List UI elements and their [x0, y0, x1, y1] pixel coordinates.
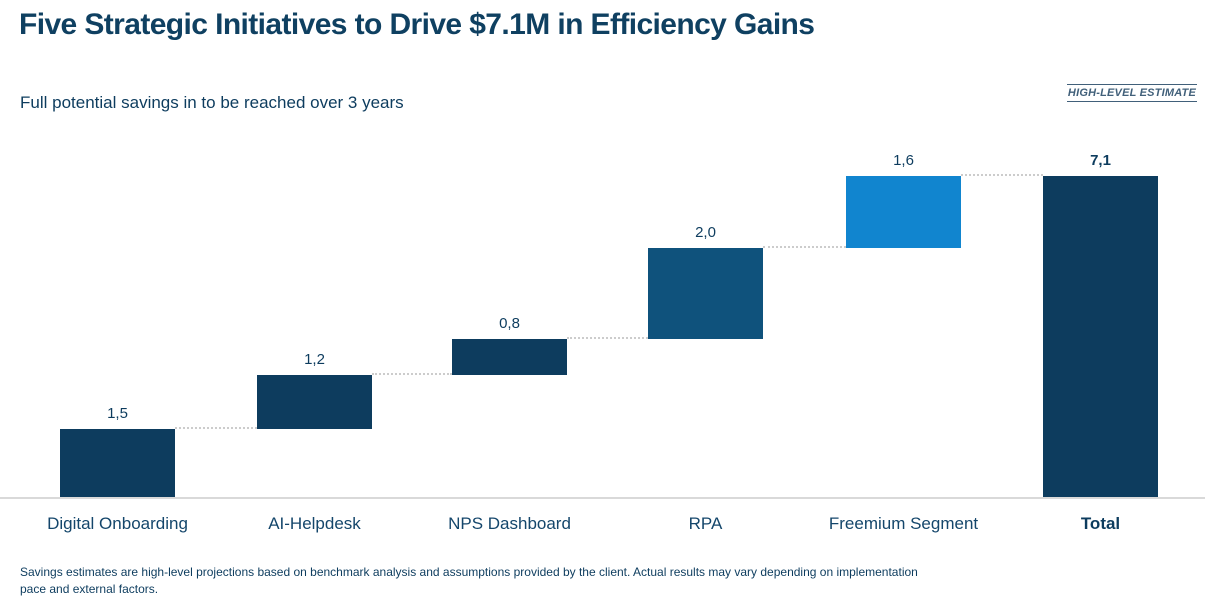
bar-value-ai-helpdesk: 1,2 — [304, 350, 325, 368]
bar-value-digital-onboarding: 1,5 — [107, 405, 128, 423]
bar-value-freemium-segment: 1,6 — [893, 152, 914, 170]
connector-digital-onboarding-to-ai-helpdesk — [175, 427, 257, 430]
bar-digital-onboarding — [60, 429, 175, 497]
category-label-nps-dashboard: NPS Dashboard — [448, 514, 571, 533]
baseline-axis — [0, 497, 1205, 499]
bar-value-rpa: 2,0 — [695, 224, 716, 242]
footnote: Savings estimates are high-level project… — [20, 565, 918, 597]
bar-freemium-segment — [846, 176, 961, 249]
category-label-freemium-segment: Freemium Segment — [828, 514, 979, 533]
connector-rpa-to-freemium-segment — [763, 246, 846, 249]
connector-nps-dashboard-to-rpa — [567, 336, 648, 339]
connector-ai-helpdesk-to-nps-dashboard — [372, 372, 452, 375]
bar-total — [1043, 176, 1158, 497]
bar-value-total: 7,1 — [1090, 152, 1111, 170]
bar-nps-dashboard — [452, 338, 567, 375]
estimate-stamp: HIGH-LEVEL ESTIMATE — [1066, 84, 1197, 102]
waterfall-chart: 1,5 Digital Onboarding 1,2 AI-Helpdesk 0,8 NP… — [0, 140, 1205, 540]
category-label-rpa: RPA — [688, 514, 723, 533]
category-label-total: Total — [1080, 514, 1121, 533]
bar-ai-helpdesk — [257, 374, 372, 430]
category-label-ai-helpdesk: AI-Helpdesk — [268, 514, 361, 533]
bar-value-nps-dashboard: 0,8 — [499, 314, 520, 332]
chart-subtitle: Full potential savings in to be reached … — [20, 93, 404, 112]
category-label-digital-onboarding: Digital Onboarding — [47, 514, 188, 533]
page-title: Five Strategic Initiatives to Drive $7.1… — [19, 8, 815, 41]
connector-freemium-segment-to-total — [961, 174, 1043, 177]
bar-rpa — [648, 248, 763, 339]
